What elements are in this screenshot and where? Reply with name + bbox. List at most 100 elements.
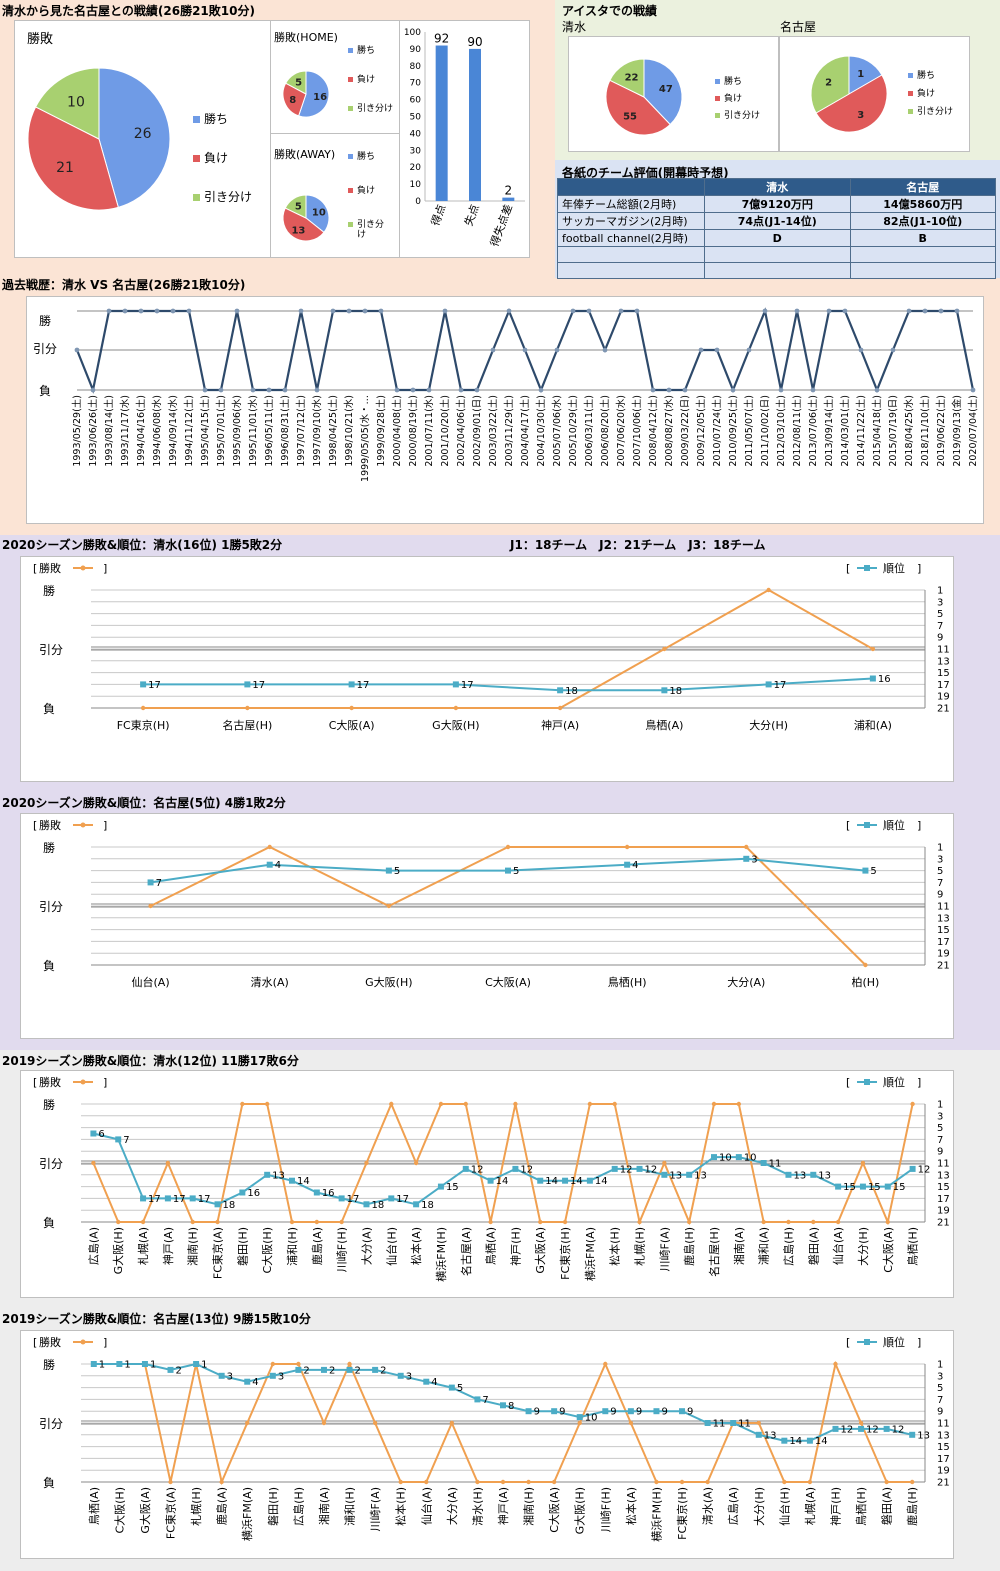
result-point bbox=[705, 1479, 710, 1485]
rank-data-label: 5 bbox=[513, 866, 519, 877]
rank-data-label: 10 bbox=[585, 1413, 598, 1424]
pie-data-label: 22 bbox=[625, 73, 639, 84]
rank-point bbox=[624, 861, 631, 868]
x-tick-label: 松本(H) bbox=[394, 1487, 408, 1526]
legend-win-loss: 勝敗 bbox=[39, 1075, 61, 1089]
rank-data-label: 12 bbox=[620, 1164, 633, 1175]
eval-row-label: football channel(2月時) bbox=[557, 229, 705, 247]
rank-data-label: 14 bbox=[496, 1176, 509, 1187]
eval-row-label bbox=[557, 246, 705, 263]
result-point bbox=[744, 844, 749, 850]
rank-data-label: 1 bbox=[99, 1360, 105, 1371]
x-tick-label: 1997/07/12(土) bbox=[295, 395, 307, 467]
rank-point bbox=[115, 1136, 122, 1143]
x-tick-label: FC東京(A) bbox=[211, 1227, 225, 1279]
rank-point bbox=[730, 1420, 737, 1426]
y-tick-label: 40 bbox=[410, 129, 422, 139]
y-label-win: 勝 bbox=[39, 313, 51, 328]
x-tick-label: 松本(A) bbox=[409, 1227, 423, 1265]
rank-tick-label: 13 bbox=[937, 1430, 950, 1441]
x-tick-label: 2009/12/05(土) bbox=[695, 395, 707, 467]
legend-label-win: 勝ち bbox=[357, 44, 375, 56]
x-tick-label: 鹿島(A) bbox=[310, 1227, 324, 1265]
legend-label-loss: 負け bbox=[917, 87, 935, 99]
history-box: 勝引分負 1993/05/29(土) 1993/06/26(土) 1993/08/14… bbox=[26, 296, 984, 524]
history-point bbox=[410, 387, 416, 393]
legend-bracket-open: [ bbox=[33, 562, 37, 575]
history-point bbox=[954, 308, 960, 314]
result-point bbox=[538, 1219, 543, 1225]
x-tick-label: 神戸(A) bbox=[541, 718, 579, 732]
legend-label-loss: 負け bbox=[357, 184, 375, 196]
history-point bbox=[746, 347, 752, 353]
rank-tick-label: 3 bbox=[937, 1111, 943, 1122]
rank-tick-label: 3 bbox=[937, 1371, 943, 1382]
rank-tick-label: 13 bbox=[937, 656, 950, 667]
x-tick-label: G大阪(A) bbox=[138, 1487, 152, 1534]
bar bbox=[469, 48, 481, 202]
rank-point bbox=[193, 1361, 200, 1367]
rank-tick-label: 11 bbox=[937, 902, 950, 913]
legend-swatch-draw bbox=[908, 109, 913, 114]
history-point bbox=[858, 347, 864, 353]
result-point bbox=[612, 1101, 617, 1107]
eval-cell: 14億5860万円 bbox=[849, 195, 996, 213]
history-point bbox=[938, 308, 944, 314]
history-point bbox=[282, 387, 288, 393]
x-tick-label: 2015/04/18(土) bbox=[871, 395, 883, 467]
result-point bbox=[148, 903, 153, 909]
rank-data-label: 9 bbox=[534, 1407, 540, 1418]
x-tick-label: 鹿島(H) bbox=[682, 1227, 696, 1266]
result-label-loss: 負 bbox=[43, 1476, 55, 1490]
x-tick-label: G大阪(A) bbox=[533, 1227, 547, 1274]
rank-tick-label: 15 bbox=[937, 1442, 950, 1453]
rank-data-label: 11 bbox=[713, 1419, 726, 1430]
result-point bbox=[513, 1101, 518, 1107]
rank-point bbox=[320, 1366, 327, 1373]
x-tick-label: 2005/07/06(水) bbox=[551, 395, 563, 467]
legend-point-result bbox=[80, 565, 86, 571]
rank-point bbox=[397, 1372, 404, 1379]
rank-point bbox=[189, 1195, 196, 1202]
history-point bbox=[970, 387, 976, 393]
legend-rank: 順位 bbox=[883, 561, 905, 575]
x-tick-label: 1994/04/16(土) bbox=[135, 395, 147, 467]
x-tick-label: 川崎F(H) bbox=[598, 1487, 612, 1532]
x-tick-label: 失点 bbox=[462, 203, 482, 228]
history-point bbox=[698, 347, 704, 353]
x-tick-label: G大阪(H) bbox=[365, 975, 412, 989]
rank-tick-label: 5 bbox=[937, 866, 943, 877]
pie-nagoya-title: 名古屋 bbox=[780, 20, 817, 34]
result-point bbox=[372, 1420, 378, 1426]
history-point bbox=[298, 308, 304, 314]
pie-home-box: 16 8 5 勝敗(HOME) 勝ち 負け 引き分け bbox=[270, 20, 400, 134]
x-tick-label: 湘南(H) bbox=[522, 1487, 536, 1526]
rank-tick-label: 9 bbox=[937, 1147, 943, 1158]
legend-bracket-close: ] bbox=[917, 1076, 921, 1089]
legend-label-loss: 負け bbox=[724, 92, 742, 104]
result-point bbox=[463, 1101, 468, 1107]
rank-point bbox=[372, 1366, 379, 1373]
legend-swatch-loss bbox=[908, 91, 913, 96]
rank-tick-label: 7 bbox=[937, 621, 943, 632]
rank-point bbox=[636, 1165, 643, 1172]
rank-point bbox=[735, 1154, 742, 1161]
rank-data-label: 9 bbox=[661, 1407, 667, 1418]
rank-data-label: 17 bbox=[347, 1194, 360, 1205]
rank-data-label: 15 bbox=[868, 1182, 881, 1193]
legend-label-win: 勝ち bbox=[204, 111, 228, 126]
result-point bbox=[339, 1219, 344, 1225]
x-tick-label: 大分(A) bbox=[445, 1487, 459, 1525]
x-tick-label: 2012/08/11(土) bbox=[791, 395, 803, 467]
rank-point bbox=[147, 879, 154, 886]
history-point bbox=[186, 308, 192, 314]
rank-tick-label: 9 bbox=[937, 633, 943, 644]
x-tick-label: 2000/08/19(土) bbox=[407, 395, 419, 467]
rank-data-label: 12 bbox=[520, 1164, 533, 1175]
result-point bbox=[637, 1219, 642, 1225]
rank-data-label: 4 bbox=[275, 860, 281, 871]
result-point bbox=[413, 1160, 419, 1166]
rank-data-label: 16 bbox=[322, 1188, 335, 1199]
x-tick-label: 大分(H) bbox=[752, 1487, 766, 1526]
x-tick-label: 横浜FM(H) bbox=[649, 1487, 663, 1542]
